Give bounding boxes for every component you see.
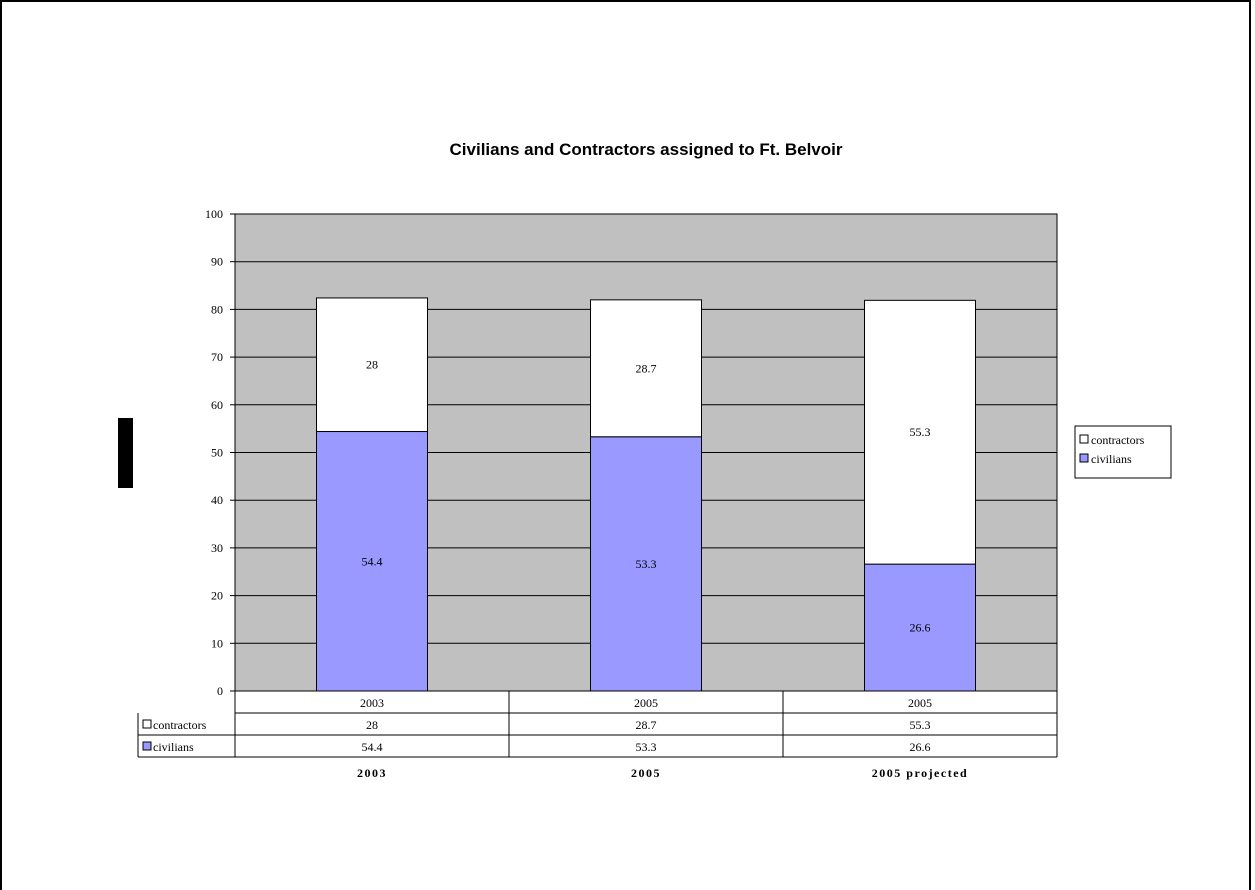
y-tick-label: 30 (211, 541, 223, 555)
table-value-contractors: 28.7 (636, 718, 657, 732)
bar-contractors (316, 297, 428, 433)
bar-contractors (590, 299, 702, 438)
y-tick-label: 100 (205, 207, 223, 221)
data-label-contractors: 28.7 (636, 361, 657, 375)
table-row-label-civilians: civilians (153, 740, 194, 754)
y-tick-label: 20 (211, 589, 223, 603)
y-tick-label: 50 (211, 446, 223, 460)
y-tick-label: 90 (211, 255, 223, 269)
data-label-civilians: 53.3 (636, 557, 657, 571)
table-category-cell: 2003 (360, 696, 384, 710)
table-row-label-contractors: contractors (153, 718, 207, 732)
category-footer-label: 2003 (357, 766, 387, 780)
black-marker (118, 418, 133, 488)
bar-contractors (864, 299, 976, 565)
table-value-civilians: 54.4 (362, 740, 383, 754)
y-tick-label: 0 (217, 684, 223, 698)
legend-label-contractors: contractors (1091, 433, 1145, 447)
table-legend-key-contractors (142, 719, 152, 729)
data-label-contractors: 55.3 (910, 425, 931, 439)
data-label-civilians: 26.6 (910, 621, 931, 635)
y-tick-label: 10 (211, 636, 223, 650)
legend-label-civilians: civilians (1091, 452, 1132, 466)
chart-title: Civilians and Contractors assigned to Ft… (449, 140, 843, 159)
bar-civilians (316, 431, 428, 692)
table-value-contractors: 55.3 (910, 718, 931, 732)
bar-civilians (590, 436, 702, 692)
table-category-cell: 2005 (908, 696, 932, 710)
y-tick-label: 80 (211, 302, 223, 316)
bar-civilians (864, 563, 976, 692)
y-tick-label: 40 (211, 493, 223, 507)
category-footer-label: 2005 (631, 766, 661, 780)
legend-key-civilians (1079, 453, 1089, 463)
table-value-civilians: 26.6 (910, 740, 931, 754)
table-value-contractors: 28 (366, 718, 378, 732)
y-tick-label: 70 (211, 350, 223, 364)
table-category-cell: 2005 (634, 696, 658, 710)
legend-box (1074, 425, 1172, 479)
y-tick-label: 60 (211, 398, 223, 412)
table-legend-key-civilians (142, 741, 152, 751)
data-label-civilians: 54.4 (362, 554, 383, 568)
legend-key-contractors (1079, 434, 1089, 444)
data-label-contractors: 28 (366, 358, 378, 372)
table-value-civilians: 53.3 (636, 740, 657, 754)
category-footer-label: 2005 projected (872, 766, 968, 780)
